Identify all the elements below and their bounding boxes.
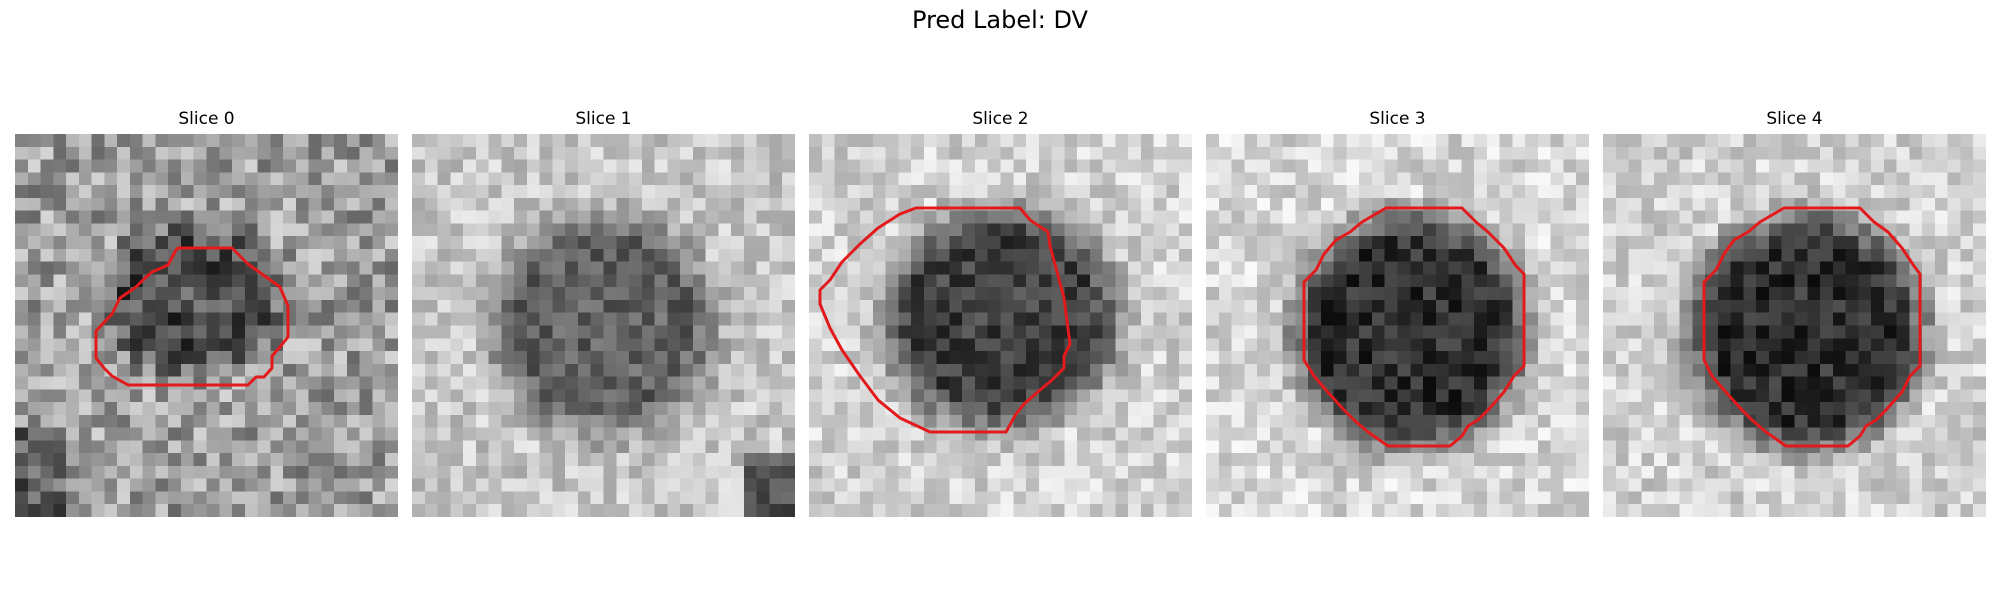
slice-title: Slice 3 xyxy=(1369,109,1426,129)
figure-title: Pred Label: DV xyxy=(912,6,1088,34)
grayscale-patch xyxy=(1603,134,1986,517)
slice-panel-1: Slice 1 xyxy=(412,106,795,517)
slice-image xyxy=(15,134,398,517)
contour-line xyxy=(1302,206,1526,448)
segmentation-contour xyxy=(94,246,290,387)
slice-panel-2: Slice 2 xyxy=(809,106,1192,517)
grayscale-patch xyxy=(15,134,398,517)
slice-title: Slice 2 xyxy=(972,109,1029,129)
grayscale-patch xyxy=(809,134,1192,517)
slice-image xyxy=(412,134,795,517)
grayscale-patch xyxy=(412,134,795,517)
contour-line xyxy=(1702,206,1922,448)
segmentation-contour xyxy=(1702,206,1922,448)
slice-title: Slice 1 xyxy=(575,109,632,129)
slice-title: Slice 0 xyxy=(178,109,235,129)
contour-line xyxy=(94,246,290,387)
slice-image xyxy=(1603,134,1986,517)
slice-image xyxy=(809,134,1192,517)
segmentation-contour xyxy=(818,206,1072,434)
slice-panel-4: Slice 4 xyxy=(1603,106,1986,517)
segmentation-contour xyxy=(1302,206,1526,448)
slice-title: Slice 4 xyxy=(1766,109,1823,129)
slice-image xyxy=(1206,134,1589,517)
segmentation-contour xyxy=(412,134,795,517)
slice-panel-0: Slice 0 xyxy=(15,106,398,517)
contour-line xyxy=(818,206,1072,434)
slice-panel-3: Slice 3 xyxy=(1206,106,1589,517)
